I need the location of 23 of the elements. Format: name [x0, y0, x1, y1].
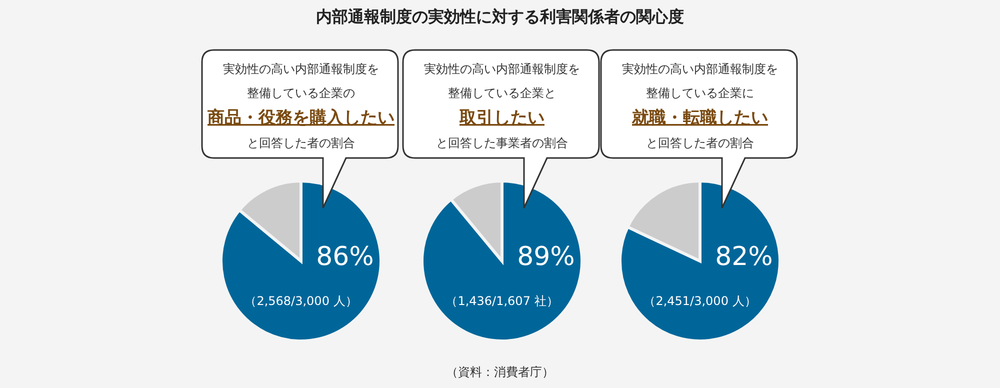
text: （2,568/3,000 人） — [244, 294, 358, 308]
text: （資料：消費者庁） — [446, 365, 554, 379]
text: 整備している企業に — [646, 86, 754, 100]
text: 整備している企業の — [247, 86, 355, 100]
text: 内部通報制度の実効性に対する利害関係者の関心度 — [316, 7, 684, 26]
text: 実効性の高い内部通報制度を — [223, 62, 379, 76]
data-label: 82% — [715, 242, 773, 272]
text: と回答した者の割合 — [247, 136, 355, 150]
text: 実効性の高い内部通報制度を — [424, 62, 580, 76]
pie-slice — [220, 180, 382, 342]
data-label: 86% — [316, 242, 374, 272]
text: （2,451/3,000 人） — [644, 294, 756, 308]
text: と回答した者の割合 — [646, 136, 754, 150]
text: （1,436/1,607 社） — [446, 294, 558, 308]
pie-slice — [420, 180, 584, 342]
pie-slice — [618, 180, 782, 342]
text: 整備している企業と — [448, 86, 556, 100]
data-label: 89% — [517, 242, 575, 272]
text: と回答した事業者の割合 — [436, 136, 568, 150]
text: 取引したい — [458, 108, 544, 128]
text: 実効性の高い内部通報制度を — [622, 62, 778, 76]
text: 就職・転職したい — [631, 108, 768, 128]
text: 商品・役務を購入したい — [206, 108, 394, 128]
